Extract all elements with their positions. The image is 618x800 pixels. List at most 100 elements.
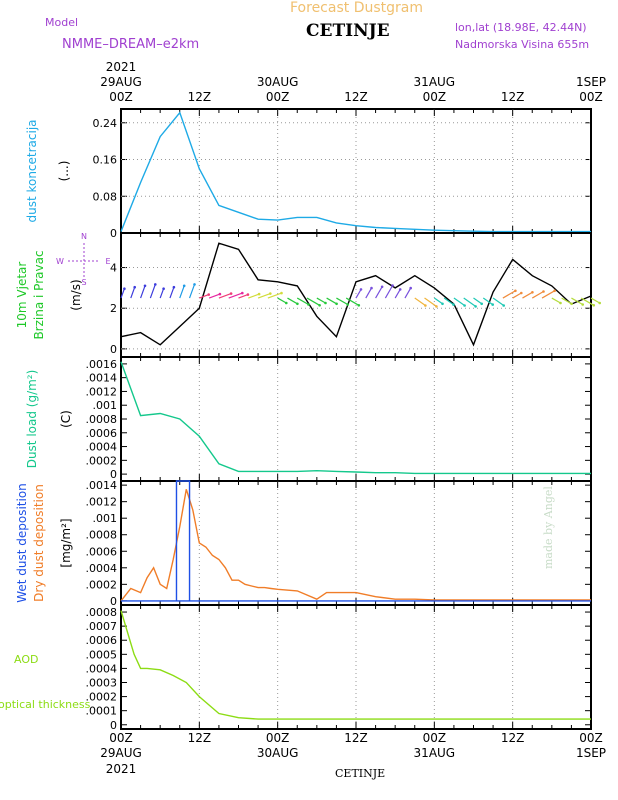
side-label: dust koncetracija <box>25 119 39 222</box>
wind-arrow <box>120 288 125 299</box>
y-tick-label: .0004 <box>86 441 118 454</box>
y-tick-label: .0001 <box>86 705 118 718</box>
panel-frame <box>120 480 592 606</box>
series-line-speed <box>120 242 592 347</box>
y-tick-label: .0016 <box>86 358 118 371</box>
wind-arrow <box>394 289 401 299</box>
bottom-time-label: 00Z <box>579 731 603 745</box>
wind-arrow <box>561 297 572 305</box>
model-label: Model <box>45 16 79 29</box>
wind-arrow <box>502 290 516 299</box>
side-label: optical thickness <box>0 698 91 711</box>
wind-arrow-head <box>207 293 210 296</box>
side-label: AOD <box>14 653 38 666</box>
y-tick-label: .0007 <box>86 620 118 633</box>
top-time-label: 00Z <box>579 90 603 104</box>
y-tick-label: .0014 <box>86 479 118 492</box>
model-name: NMME–DREAM–e2km <box>62 37 200 52</box>
wind-arrow-head <box>474 305 477 308</box>
wind-arrow <box>159 288 165 299</box>
top-time-label: 30AUG <box>257 75 299 89</box>
y-tick-label: 0.08 <box>93 190 118 203</box>
wind-arrow <box>404 287 412 299</box>
wind-arrow-head <box>241 291 244 295</box>
panel-frame <box>120 232 592 358</box>
wind-arrow <box>287 297 298 305</box>
side-label: 10m Vjetar <box>15 262 29 329</box>
wind-arrow <box>208 293 221 299</box>
wind-arrow-head <box>520 291 523 295</box>
top-time-label: 00Z <box>423 90 447 104</box>
wind-arrow-head <box>398 288 402 291</box>
wind-arrow-head <box>346 303 350 306</box>
wind-arrow-head <box>391 284 394 287</box>
y-tick-label: .0006 <box>86 545 118 558</box>
wind-arrow <box>453 297 465 306</box>
bottom-time-label: 31AUG <box>414 746 456 760</box>
wind-arrow <box>257 293 271 299</box>
wind-arrow-head <box>581 303 584 306</box>
top-time-label: 12Z <box>188 90 212 104</box>
top-time-label: 29AUG <box>100 75 142 89</box>
y-tick-label: .0002 <box>86 454 118 467</box>
wind-arrow <box>482 297 494 306</box>
wind-arrow-head <box>335 302 338 306</box>
compass-w: W <box>56 257 64 266</box>
y-tick-label: 0 <box>110 343 117 356</box>
wind-arrow <box>336 297 348 306</box>
wind-arrow <box>571 297 583 306</box>
wind-arrow-head <box>246 293 250 296</box>
panel-frame <box>120 108 592 234</box>
wind-arrow-head <box>318 304 321 307</box>
altitude-label: Nadmorska Visina 655m <box>455 38 590 51</box>
wind-arrow <box>375 286 383 299</box>
wind-arrow <box>130 286 136 299</box>
wind-arrow <box>267 292 282 299</box>
panel-1: 0 0.08 0.16 0.24 (...) dust koncetracija <box>25 108 592 240</box>
wind-arrow-head <box>592 304 596 307</box>
wind-arrow-head <box>193 283 196 286</box>
y-tick-label: .0005 <box>86 648 118 661</box>
wind-arrow-head <box>123 287 126 291</box>
bottom-time-label: 29AUG <box>100 746 142 760</box>
side-label: Dry dust deposition <box>32 484 46 602</box>
wind-arrow-head <box>162 287 165 291</box>
y-axis-unit: (C) <box>59 410 73 428</box>
wind-arrow-head <box>553 289 556 293</box>
y-tick-label: .0002 <box>86 578 118 591</box>
wind-arrow <box>414 297 426 306</box>
wind-arrow-head <box>172 285 176 289</box>
watermark: made by Angel <box>542 486 555 569</box>
wind-arrow-head <box>424 304 427 307</box>
bottom-time-label: 30AUG <box>257 746 299 760</box>
wind-arrow <box>140 285 146 299</box>
bottom-time-label: 00Z <box>266 731 290 745</box>
bottom-time-label: 1SEP <box>576 746 606 760</box>
wind-arrow-head <box>491 303 495 306</box>
y-tick-label: .0008 <box>86 413 118 426</box>
wind-arrow-head <box>570 302 573 306</box>
bottom-time-label: 00Z <box>423 731 447 745</box>
series-line-series-1 <box>120 610 591 720</box>
wind-arrow-head <box>480 302 484 306</box>
chart-title: Forecast Dustgram <box>290 0 423 16</box>
wind-arrow <box>345 297 360 306</box>
wind-arrow <box>218 293 232 299</box>
wind-arrow <box>277 297 287 304</box>
bottom-time-label: 12Z <box>344 731 368 745</box>
wind-arrow <box>424 297 437 307</box>
wind-arrow <box>580 297 595 306</box>
compass-n: N <box>81 232 87 241</box>
wind-arrow <box>551 297 561 304</box>
y-tick-label: 0 <box>110 719 117 732</box>
y-axis-unit: (...) <box>57 161 71 182</box>
wind-arrow-head <box>285 301 288 305</box>
wind-arrow-head <box>542 290 545 293</box>
y-tick-label: .0006 <box>86 634 118 647</box>
panel-frame <box>120 604 592 730</box>
y-tick-label: 2 <box>110 302 117 315</box>
top-time-label: 00Z <box>109 90 133 104</box>
compass-e: E <box>105 257 110 266</box>
side-label: Dust load (g/m²) <box>25 370 39 469</box>
side-label: Brzina i Pravac <box>32 250 46 339</box>
